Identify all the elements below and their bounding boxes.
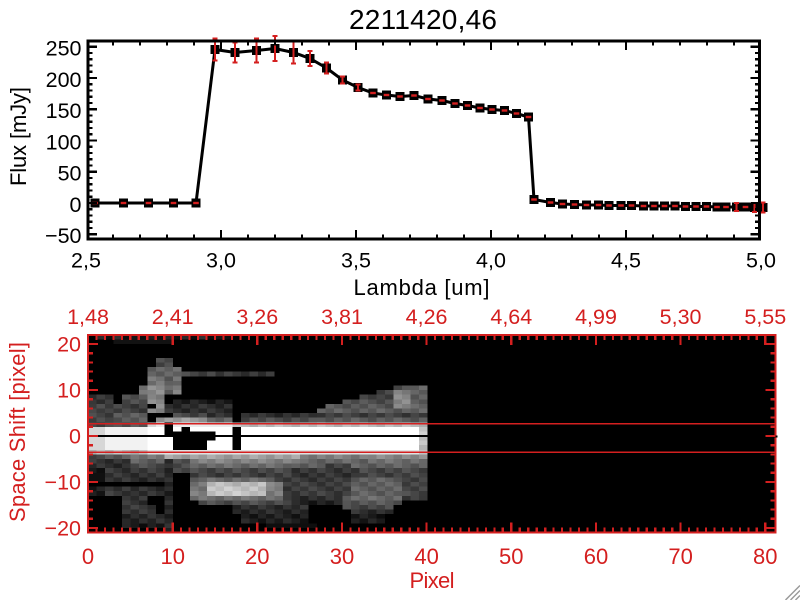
svg-text:10: 10	[160, 544, 184, 569]
svg-text:2211420,46: 2211420,46	[349, 4, 497, 35]
svg-text:30: 30	[330, 544, 354, 569]
svg-text:−10: −10	[45, 470, 82, 494]
svg-text:40: 40	[414, 544, 438, 569]
svg-text:3,81: 3,81	[321, 305, 363, 329]
svg-text:0: 0	[82, 544, 94, 569]
svg-text:20: 20	[245, 544, 269, 569]
svg-text:3,0: 3,0	[206, 249, 236, 273]
svg-text:Lambda [um]: Lambda [um]	[354, 275, 490, 300]
svg-text:Pixel: Pixel	[410, 568, 455, 593]
svg-text:3,5: 3,5	[341, 249, 371, 273]
svg-text:70: 70	[668, 544, 692, 569]
svg-text:−50: −50	[45, 224, 82, 248]
svg-text:80: 80	[753, 544, 777, 569]
svg-text:1,48: 1,48	[67, 305, 109, 329]
svg-text:150: 150	[46, 99, 82, 123]
svg-text:3,26: 3,26	[236, 305, 278, 329]
svg-text:2,5: 2,5	[71, 249, 101, 273]
svg-text:Flux [mJy]: Flux [mJy]	[6, 87, 31, 186]
svg-text:100: 100	[46, 130, 82, 154]
svg-text:50: 50	[58, 162, 82, 186]
svg-text:50: 50	[499, 544, 523, 569]
svg-text:4,64: 4,64	[490, 305, 532, 329]
svg-text:250: 250	[46, 37, 82, 61]
svg-text:5,30: 5,30	[660, 305, 702, 329]
svg-text:5,0: 5,0	[746, 249, 776, 273]
svg-text:Space Shift [pixel]: Space Shift [pixel]	[5, 342, 30, 522]
svg-text:−20: −20	[45, 516, 82, 540]
svg-text:200: 200	[46, 68, 82, 92]
svg-text:5,55: 5,55	[744, 305, 786, 329]
svg-text:2,41: 2,41	[152, 305, 194, 329]
svg-text:4,5: 4,5	[611, 249, 641, 273]
svg-text:0: 0	[69, 424, 81, 448]
svg-text:10: 10	[57, 378, 81, 402]
svg-text:4,0: 4,0	[476, 249, 506, 273]
svg-text:0: 0	[70, 193, 82, 217]
svg-text:4,26: 4,26	[406, 305, 448, 329]
svg-text:4,99: 4,99	[575, 305, 617, 329]
svg-text:60: 60	[584, 544, 608, 569]
svg-text:20: 20	[57, 332, 81, 356]
